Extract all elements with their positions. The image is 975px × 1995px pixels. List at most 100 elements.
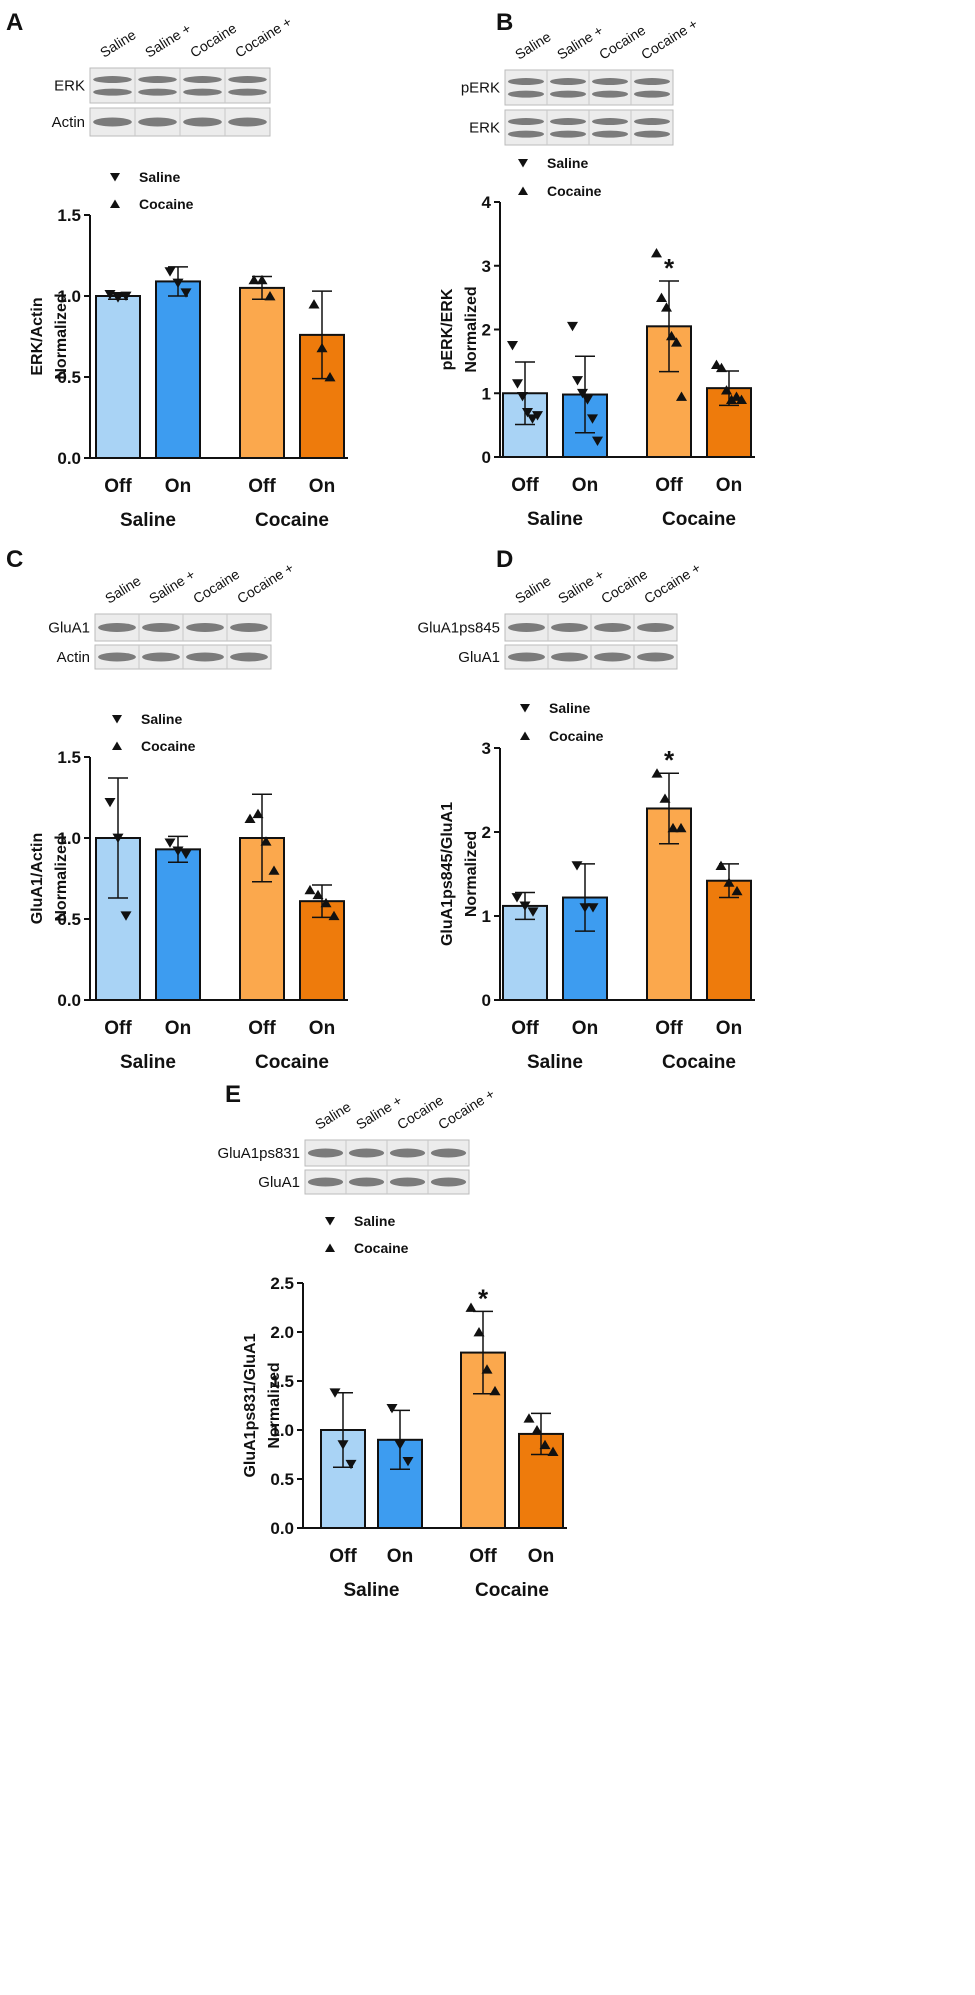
- lane-label: Saline +: [353, 1092, 405, 1133]
- blot-row-label: GluA1: [258, 1174, 300, 1191]
- blot-band: [93, 88, 132, 96]
- y-tick-label: 1.5: [57, 748, 81, 767]
- panel-letter: E: [225, 1081, 241, 1108]
- data-point: [312, 889, 324, 900]
- x-tick-label: On: [572, 475, 598, 496]
- annotation: *: [478, 1283, 489, 1313]
- x-tick-label: Off: [248, 1018, 276, 1039]
- data-point: [517, 392, 528, 402]
- data-point: [651, 768, 663, 778]
- data-point: [547, 1446, 559, 1456]
- y-tick-label: 0.5: [57, 910, 81, 929]
- x-tick-label: On: [572, 1018, 598, 1039]
- y-tick-label: 0.0: [57, 449, 81, 468]
- lane-label: Saline +: [554, 22, 606, 63]
- legend-label: Cocaine: [547, 183, 602, 199]
- data-point: [523, 1413, 535, 1423]
- blot-band: [633, 90, 671, 98]
- group-label: Cocaine: [662, 1052, 736, 1073]
- x-tick-label: On: [716, 1018, 742, 1039]
- panel-letter: D: [496, 546, 513, 573]
- group-label: Saline: [120, 510, 176, 531]
- y-axis-title: ERK/Actin: [29, 297, 46, 375]
- data-point: [248, 274, 260, 285]
- blot-row-label: GluA1: [458, 649, 500, 666]
- blot-row-label: GluA1: [48, 620, 90, 637]
- lane-label: Cocaine: [598, 566, 650, 607]
- blot-band: [430, 1148, 467, 1158]
- blot-band: [591, 118, 629, 126]
- data-point: [577, 388, 588, 399]
- legend-label: Cocaine: [139, 196, 194, 212]
- x-tick-label: On: [716, 475, 742, 496]
- bar: [95, 295, 141, 459]
- data-point: [582, 395, 593, 405]
- blot-band: [228, 76, 267, 84]
- y-tick-label: 4: [482, 193, 492, 212]
- blot-band: [549, 78, 587, 86]
- data-point: [736, 394, 747, 405]
- blot-band: [186, 623, 224, 632]
- blot-band: [307, 1177, 344, 1187]
- data-point: [572, 376, 583, 386]
- data-point: [244, 813, 256, 823]
- blot-band: [549, 130, 587, 138]
- lane-label: Saline: [102, 572, 144, 606]
- panel-letter: C: [6, 546, 23, 573]
- data-point: [308, 299, 320, 309]
- data-point: [723, 877, 735, 887]
- legend-marker: [520, 731, 530, 740]
- blot-band: [138, 117, 177, 127]
- data-point: [316, 342, 328, 353]
- y-axis-title: Normalized: [463, 831, 480, 917]
- data-point: [402, 1456, 414, 1467]
- y-axis-title: Normalized: [266, 1362, 283, 1448]
- data-point: [527, 907, 539, 917]
- data-point: [112, 833, 124, 843]
- lane-label: Cocaine +: [641, 559, 703, 606]
- annotation: *: [664, 745, 675, 775]
- y-axis-title: GluA1ps845/GluA1: [439, 802, 456, 946]
- data-point: [252, 808, 264, 819]
- blot-band: [637, 623, 674, 632]
- y-tick-label: 0.5: [57, 368, 81, 387]
- bar: [502, 904, 548, 1001]
- x-tick-label: Off: [511, 1018, 539, 1039]
- blot-band: [230, 623, 268, 632]
- data-point: [489, 1385, 501, 1396]
- data-point: [587, 903, 599, 913]
- lane-label: Saline: [312, 1098, 354, 1132]
- legend-marker: [112, 715, 122, 724]
- x-tick-label: Off: [329, 1546, 357, 1567]
- group-label: Saline: [527, 1052, 583, 1073]
- group-label: Cocaine: [255, 510, 329, 531]
- y-tick-label: 1.0: [57, 829, 81, 848]
- blot-row-label: ERK: [469, 120, 500, 137]
- y-tick-label: 0: [482, 448, 491, 467]
- data-point: [256, 274, 268, 285]
- data-point: [104, 289, 116, 300]
- data-point: [567, 321, 578, 332]
- data-point: [659, 793, 671, 803]
- blot-row-label: pERK: [461, 80, 500, 97]
- data-point: [512, 379, 523, 389]
- data-point: [661, 302, 672, 312]
- y-tick-label: 1: [482, 907, 491, 926]
- data-point: [180, 849, 192, 860]
- y-tick-label: 0.0: [270, 1519, 294, 1538]
- x-tick-label: On: [165, 1018, 191, 1039]
- legend-marker: [325, 1217, 335, 1226]
- blot-band: [228, 88, 267, 96]
- data-point: [104, 797, 116, 808]
- data-point: [345, 1459, 357, 1470]
- panel-letter: A: [6, 9, 23, 36]
- data-point: [676, 391, 687, 401]
- blot-band: [348, 1148, 385, 1158]
- legend-label: Saline: [354, 1213, 395, 1229]
- y-tick-label: 1.0: [57, 287, 81, 306]
- blot-band: [183, 117, 222, 127]
- legend-marker: [110, 173, 120, 182]
- y-tick-label: 1: [482, 384, 491, 403]
- data-point: [172, 846, 184, 856]
- data-point: [328, 910, 340, 921]
